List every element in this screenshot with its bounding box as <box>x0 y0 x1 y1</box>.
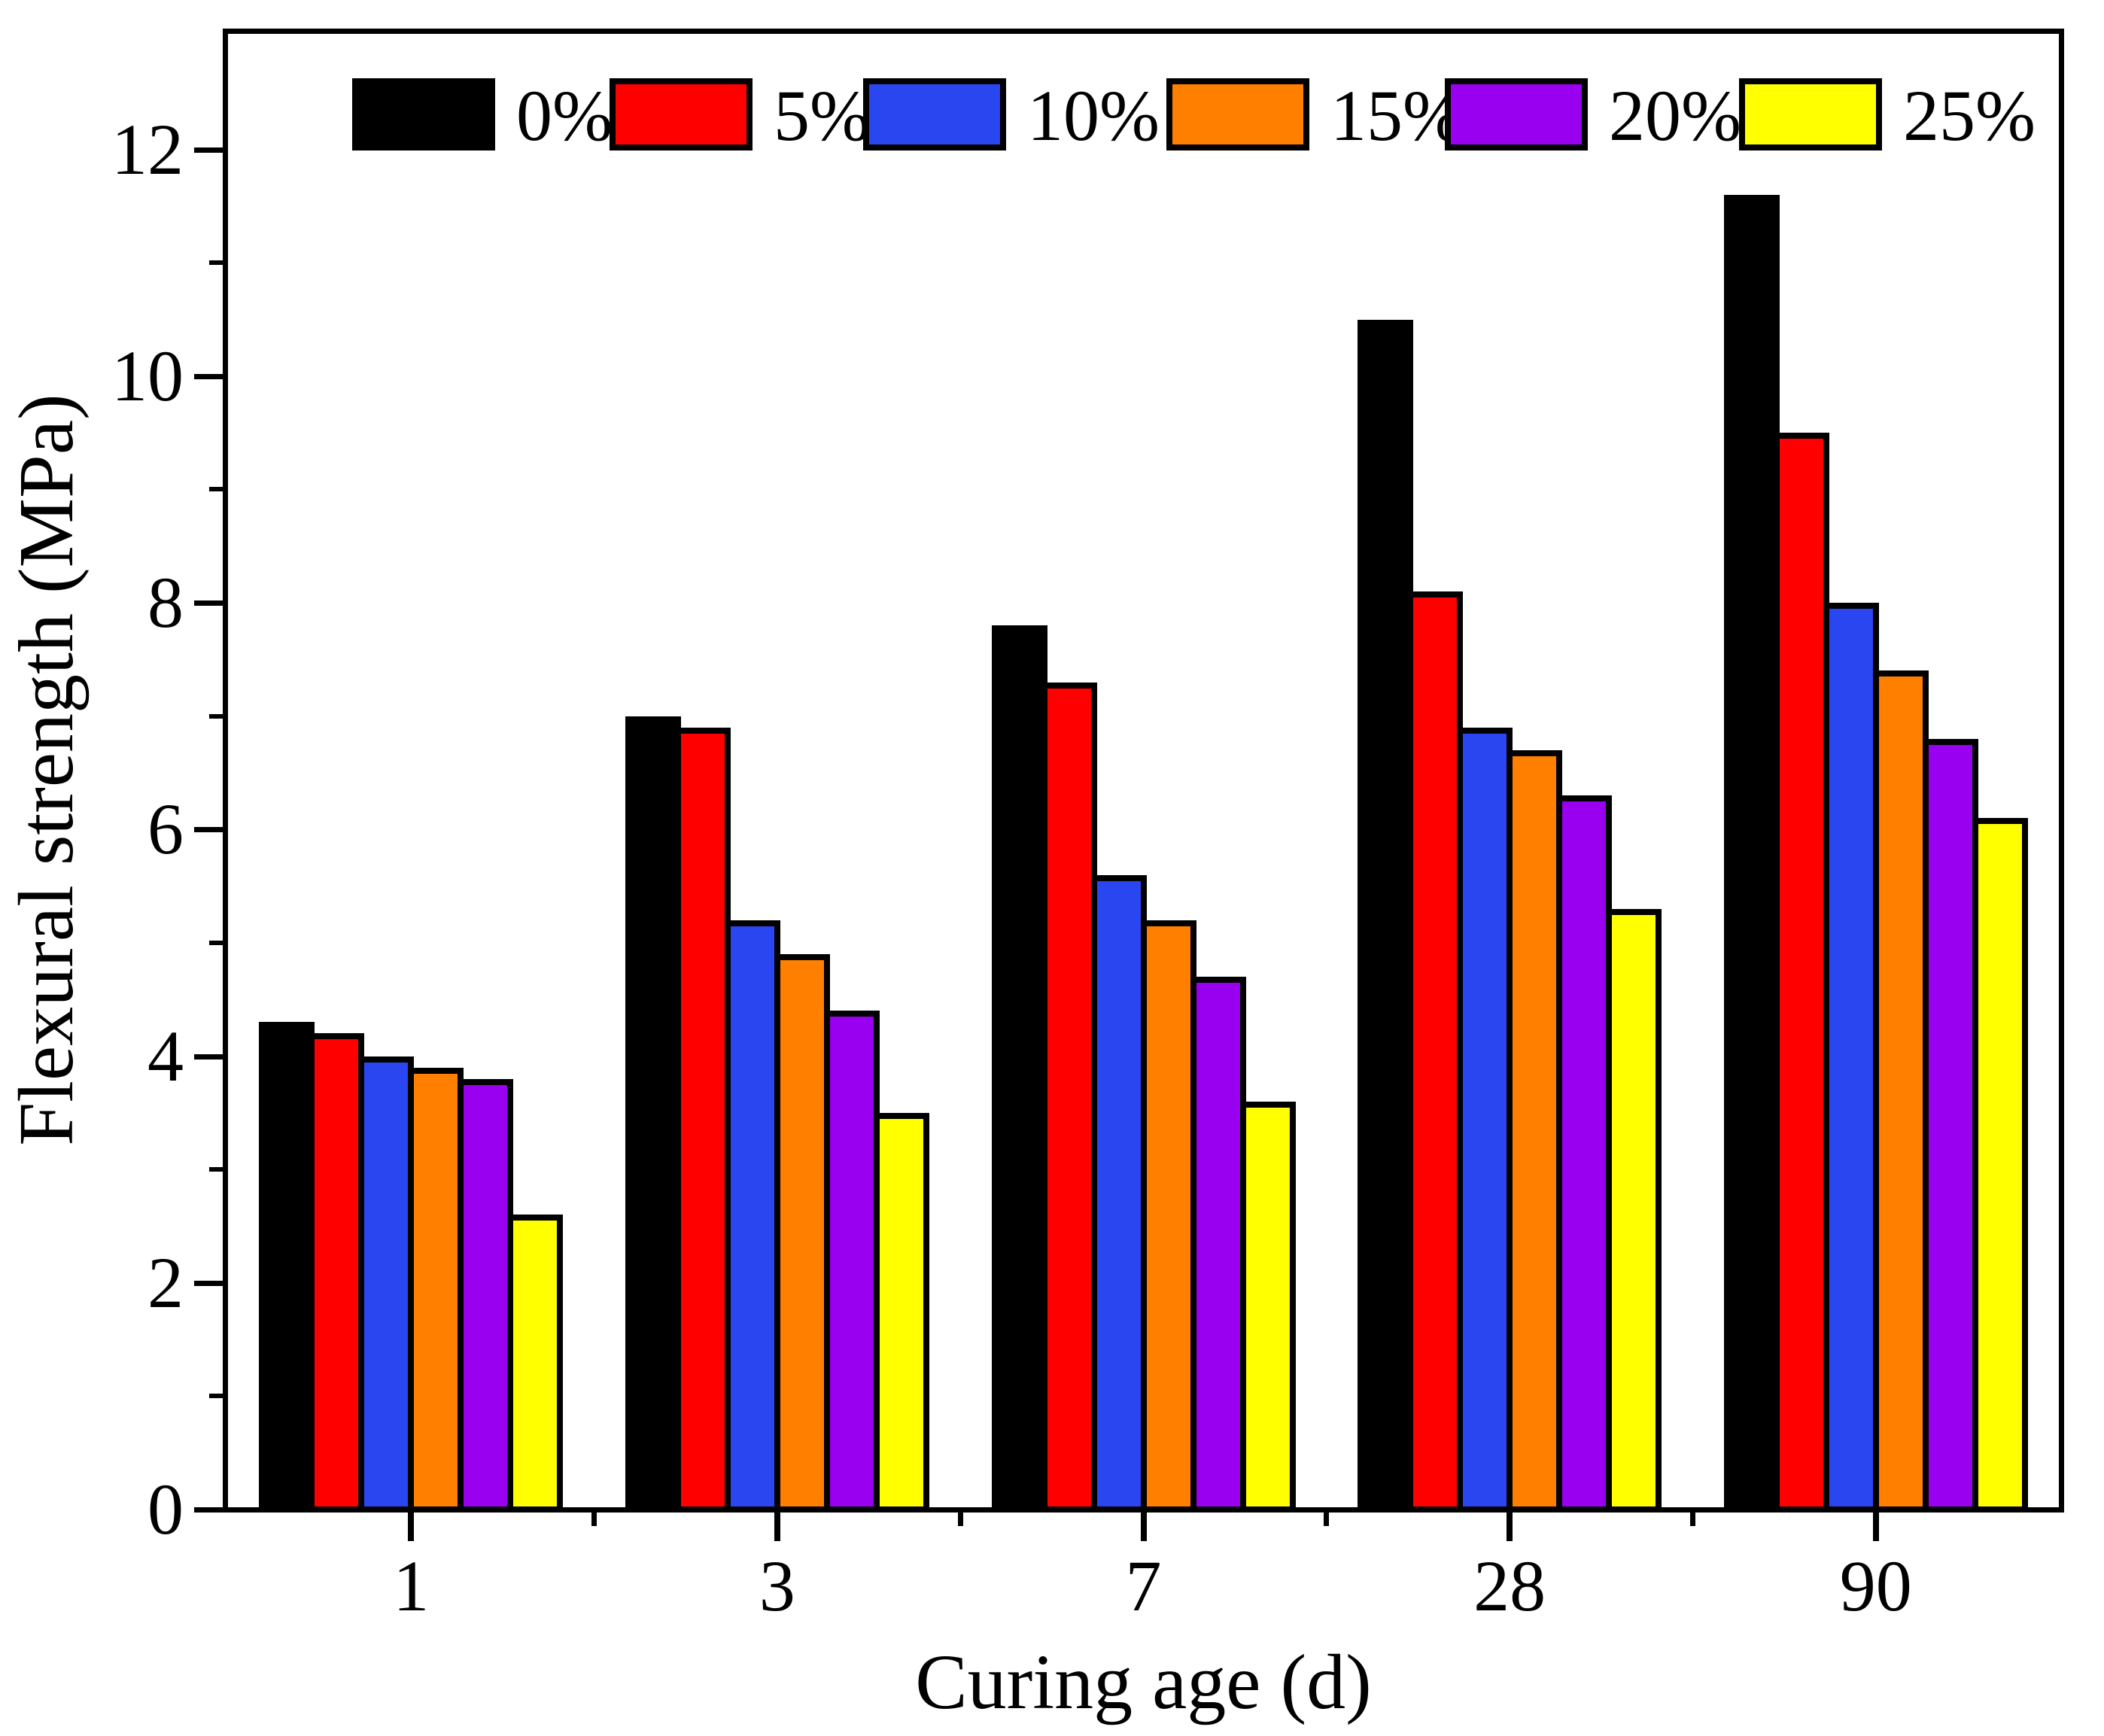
y-tick-label: 2 <box>147 1242 184 1323</box>
bar <box>991 625 1047 1513</box>
y-minor-tick <box>209 940 223 945</box>
bar <box>1922 738 1978 1513</box>
bar <box>1140 920 1196 1513</box>
y-tick-label: 4 <box>147 1015 184 1096</box>
bar <box>1773 433 1829 1513</box>
x-tick-label: 3 <box>759 1546 795 1626</box>
bar <box>1407 591 1464 1513</box>
bar <box>1457 727 1513 1513</box>
bar <box>1041 682 1097 1513</box>
bar <box>259 1022 315 1513</box>
bar <box>1972 818 2028 1513</box>
bar <box>1190 977 1246 1513</box>
x-major-tick <box>774 1513 780 1541</box>
bar <box>823 1011 880 1513</box>
bar <box>1823 603 1879 1513</box>
legend-swatch <box>1445 78 1588 150</box>
x-minor-tick <box>957 1513 963 1526</box>
y-tick-label: 10 <box>111 335 184 416</box>
bar <box>507 1215 564 1513</box>
x-axis-title: Curing age (d) <box>915 1639 1372 1725</box>
bar <box>1239 1101 1296 1513</box>
legend-label: 15% <box>1330 75 1463 156</box>
bar <box>1556 795 1613 1513</box>
legend-swatch <box>1739 78 1882 150</box>
x-major-tick <box>1140 1513 1147 1541</box>
y-major-tick <box>194 373 223 379</box>
legend-swatch <box>352 78 495 150</box>
legend-label: 0% <box>516 75 613 156</box>
y-minor-tick <box>209 487 223 492</box>
x-minor-tick <box>1324 1513 1330 1526</box>
y-tick-label: 12 <box>111 108 184 190</box>
bar <box>309 1033 365 1513</box>
y-minor-tick <box>209 1394 223 1399</box>
legend-label: 25% <box>1903 75 2036 156</box>
bar <box>674 727 731 1513</box>
legend-swatch <box>610 78 753 150</box>
bar <box>458 1078 514 1513</box>
x-major-tick <box>408 1513 415 1541</box>
y-major-tick <box>194 1053 223 1060</box>
x-tick-label: 7 <box>1125 1546 1162 1626</box>
bar <box>1723 194 1780 1513</box>
y-minor-tick <box>209 713 223 719</box>
y-major-tick <box>194 147 223 153</box>
bar <box>1606 908 1662 1513</box>
y-major-tick <box>194 1280 223 1286</box>
y-axis-title: Flexural strength (MPa) <box>3 394 90 1146</box>
bar <box>774 953 830 1513</box>
y-minor-tick <box>209 1167 223 1172</box>
bar <box>1507 749 1563 1513</box>
legend-swatch <box>863 78 1006 150</box>
x-major-tick <box>1872 1513 1879 1541</box>
x-major-tick <box>1507 1513 1513 1541</box>
legend-swatch <box>1166 78 1309 150</box>
bar <box>358 1056 415 1513</box>
legend-label: 5% <box>774 75 870 156</box>
y-tick-label: 8 <box>147 562 184 643</box>
bar <box>408 1067 464 1513</box>
y-major-tick <box>194 827 223 833</box>
y-major-tick <box>194 600 223 607</box>
y-tick-label: 6 <box>147 789 184 870</box>
bar <box>625 716 681 1513</box>
x-tick-label: 90 <box>1839 1546 1912 1626</box>
bar <box>1358 319 1414 1513</box>
x-tick-label: 1 <box>393 1546 430 1626</box>
legend-label: 10% <box>1027 75 1160 156</box>
y-major-tick <box>194 1507 223 1513</box>
y-tick-label: 0 <box>147 1469 184 1549</box>
y-minor-tick <box>209 260 223 266</box>
bar <box>724 920 780 1513</box>
bar <box>1872 670 1929 1513</box>
bar <box>1090 874 1147 1513</box>
bar <box>873 1112 929 1513</box>
x-tick-label: 28 <box>1473 1546 1546 1626</box>
legend-label: 20% <box>1609 75 1741 156</box>
x-minor-tick <box>1689 1513 1695 1526</box>
x-minor-tick <box>591 1513 597 1526</box>
